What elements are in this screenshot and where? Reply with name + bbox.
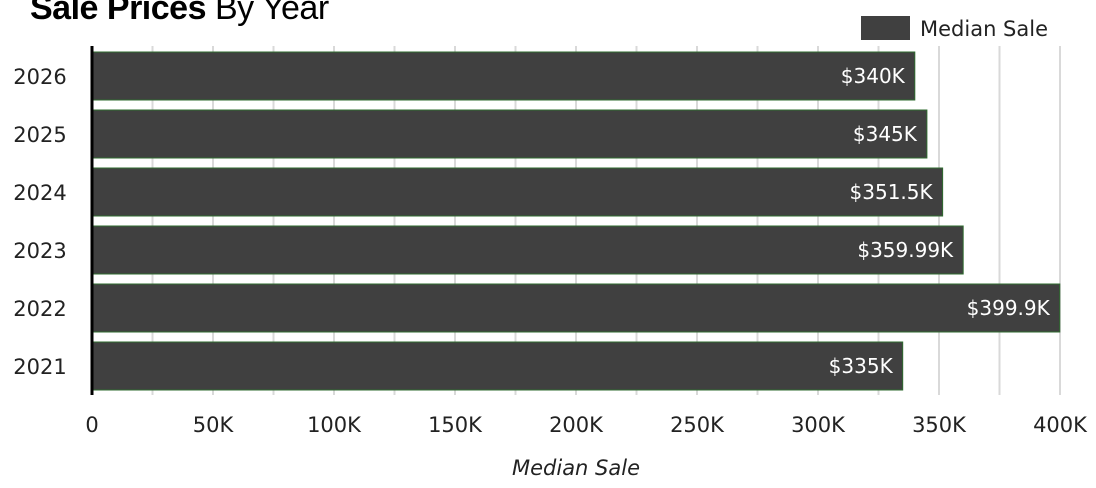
bar	[91, 167, 944, 217]
x-tick-label: 300K	[791, 413, 846, 437]
chart-subtitle: By Year	[214, 0, 329, 27]
bar-value-label: $351.5K	[850, 180, 934, 204]
y-tick-label: 2022	[13, 297, 66, 321]
y-axis-tick-labels: 2026 2025 2024 2023 2022 2021	[13, 65, 66, 379]
x-tick-label: 200K	[549, 413, 604, 437]
bar	[91, 225, 964, 275]
bar	[91, 109, 928, 159]
bar	[91, 341, 904, 391]
bar-value-label: $359.99K	[857, 238, 954, 262]
x-axis-tick-labels: 0 50K 100K 150K 200K 250K 300K 350K 400K	[85, 413, 1088, 437]
y-tick-label: 2025	[13, 123, 66, 147]
bar-value-label: $399.9K	[967, 296, 1051, 320]
bar-value-label: $340K	[841, 64, 906, 88]
y-tick-label: 2023	[13, 239, 66, 263]
legend-swatch	[861, 16, 910, 40]
gridlines	[151, 46, 1061, 395]
bar-value-label: $345K	[853, 122, 918, 146]
legend-label: Median Sale	[920, 17, 1048, 41]
x-tick-label: 0	[85, 413, 98, 437]
y-tick-label: 2024	[13, 181, 66, 205]
chart-title: Sale Prices By Year	[30, 0, 329, 28]
x-tick-label: 150K	[428, 413, 483, 437]
y-tick-label: 2026	[13, 65, 66, 89]
x-tick-label: 100K	[307, 413, 362, 437]
x-tick-label: 250K	[670, 413, 725, 437]
legend: Median Sale	[861, 16, 1048, 41]
y-tick-label: 2021	[13, 355, 66, 379]
x-tick-label: 50K	[193, 413, 235, 437]
bar-value-label: $335K	[829, 354, 894, 378]
x-axis-title: Median Sale	[512, 456, 640, 480]
x-tick-label: 350K	[912, 413, 967, 437]
bar	[91, 283, 1061, 333]
x-tick-label: 400K	[1033, 413, 1088, 437]
chart-title-main: Sale Prices	[30, 0, 206, 27]
bars: $340K $345K $351.5K $359.99K $399.9K $335K	[91, 51, 1061, 391]
bar	[91, 51, 916, 101]
